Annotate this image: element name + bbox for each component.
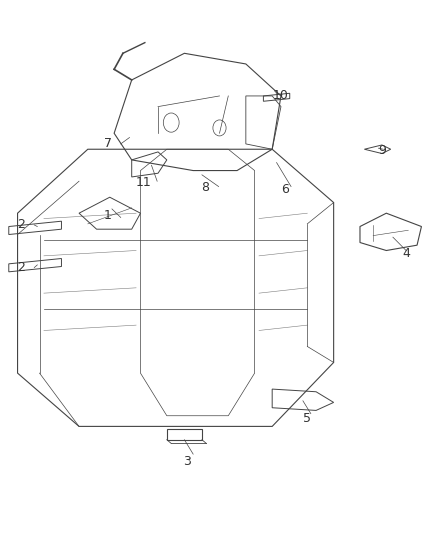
Text: 7: 7 <box>103 138 111 150</box>
Text: 11: 11 <box>136 176 152 189</box>
Text: 4: 4 <box>401 247 409 260</box>
Text: 5: 5 <box>303 412 311 425</box>
Text: 8: 8 <box>201 181 209 194</box>
Text: 10: 10 <box>272 90 288 102</box>
Text: 9: 9 <box>377 144 385 157</box>
Text: 3: 3 <box>182 455 190 467</box>
Text: 1: 1 <box>103 209 111 222</box>
Text: 6: 6 <box>281 183 289 196</box>
Text: 2: 2 <box>17 261 25 274</box>
Text: 2: 2 <box>17 219 25 231</box>
